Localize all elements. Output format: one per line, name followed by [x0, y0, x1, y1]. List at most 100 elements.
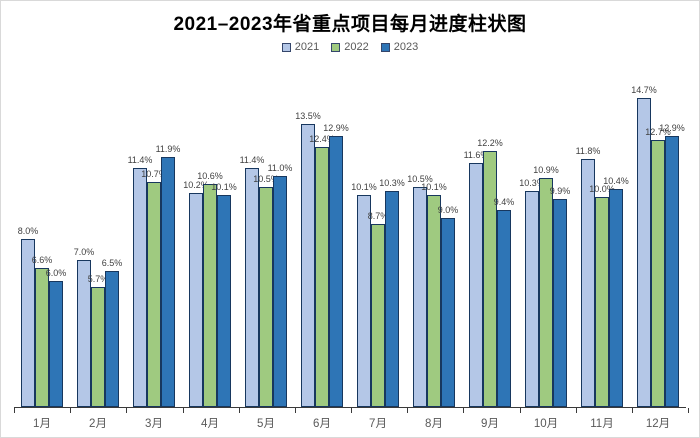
- bar-data-label: 11.6%: [463, 150, 489, 161]
- bar-rect: [371, 224, 385, 407]
- bar-rect: [525, 190, 539, 407]
- x-axis-label: 11月: [590, 418, 614, 430]
- bar-rect: [427, 194, 441, 407]
- plot-area: 8.0% 6.6% 6.0% 1月 7.0% 5.7% 6.5% 2月 11.4% 10.7% 11…: [14, 85, 686, 431]
- bar-rect: [539, 178, 553, 407]
- bar-rect: [609, 188, 623, 407]
- bar-rect: [35, 268, 49, 407]
- x-axis-label: 9月: [481, 418, 499, 430]
- bar-rect: [245, 167, 259, 407]
- x-axis-tick: [519, 408, 521, 413]
- bar-data-label: 10.3%: [519, 177, 545, 188]
- bar-data-label: 12.2%: [477, 137, 503, 148]
- bar-data-label: 10.5%: [253, 173, 279, 184]
- bar-data-label: 11.4%: [127, 154, 153, 165]
- legend-label-2022: 2022: [344, 41, 369, 53]
- bar-data-label: 7.0%: [73, 247, 95, 257]
- bar-rect: [497, 209, 511, 407]
- bar-group-2月: 7.0% 5.7% 6.5% 2月: [70, 87, 126, 430]
- x-axis-tick: [126, 408, 128, 413]
- bar-data-label: 10.2%: [183, 179, 209, 190]
- bar-group-6月: 13.5% 12.4% 12.9% 6月: [294, 87, 350, 431]
- legend-label-2021: 2021: [294, 41, 320, 53]
- bar-data-label: 11.4%: [239, 154, 265, 165]
- bar-rect: [553, 199, 567, 407]
- bar-rect: [49, 281, 63, 407]
- x-axis-tick: [688, 408, 689, 413]
- x-axis-tick: [70, 408, 72, 413]
- x-axis-label: 8月: [425, 418, 443, 430]
- x-axis-label: 12月: [645, 418, 671, 430]
- bar-data-label: 5.7%: [87, 274, 109, 285]
- x-axis-tick: [463, 408, 465, 413]
- x-axis-tick: [294, 408, 296, 413]
- bar-rect: [441, 218, 455, 407]
- bar-rect: [483, 150, 497, 407]
- bar-data-label: 11.8%: [575, 146, 601, 157]
- bar-rect: [301, 123, 315, 407]
- bar-data-label: 6.0%: [45, 268, 67, 278]
- bar-rect: [329, 136, 343, 407]
- legend-swatch-2022: [331, 42, 341, 52]
- bar-rect: [637, 98, 651, 407]
- bar-rect: [315, 146, 329, 407]
- bar-data-label: 10.3%: [379, 177, 405, 188]
- bar-rect: [203, 184, 217, 407]
- bar-rect: [105, 270, 119, 407]
- bar-rect: [189, 192, 203, 407]
- x-axis-tick: [14, 408, 15, 413]
- bar-group-8月: 10.5% 10.1% 9.0% 8月: [406, 87, 462, 431]
- bar-data-label: 8.7%: [367, 211, 389, 222]
- legend-label-2023: 2023: [393, 41, 419, 53]
- bar-rect: [581, 159, 595, 407]
- bar-data-label: 12.7%: [645, 127, 671, 138]
- bar-data-label: 11.9%: [155, 144, 181, 155]
- chart-title: 2021–2023年省重点项目每月进度柱状图: [173, 14, 527, 35]
- bar-data-label: 8.0%: [17, 226, 39, 236]
- x-axis-tick: [407, 408, 409, 413]
- bar-group-7月: 10.1% 8.7% 10.3% 7月: [350, 87, 406, 430]
- x-axis-tick: [575, 408, 577, 413]
- bar-data-label: 6.5%: [101, 257, 123, 268]
- legend-item-2023: 2023: [380, 41, 419, 53]
- x-axis-label: 5月: [257, 418, 275, 430]
- x-axis-label: 3月: [145, 418, 163, 430]
- bar-rect: [413, 186, 427, 407]
- bar-group-4月: 10.2% 10.6% 10.1% 4月: [182, 87, 238, 430]
- bar-rect: [21, 239, 35, 407]
- legend-swatch-2023: [380, 42, 390, 52]
- bar-rect: [91, 287, 105, 407]
- bar-group-12月: 14.7% 12.7% 12.9% 12月: [630, 85, 686, 430]
- bar-data-label: 13.5%: [295, 110, 321, 121]
- bar-group-11月: 11.8% 10.0% 10.4% 11月: [574, 87, 630, 430]
- bar-data-label: 10.0%: [589, 184, 615, 194]
- bar-data-label: 12.9%: [323, 123, 349, 134]
- legend-swatch-2021: [281, 42, 291, 52]
- bar-data-label: 12.9%: [659, 123, 685, 134]
- bar-group-5月: 11.4% 10.5% 11.0% 5月: [238, 87, 294, 430]
- bar-rect: [133, 167, 147, 407]
- bar-group-10月: 10.3% 10.9% 9.9% 10月: [518, 87, 574, 430]
- bar-rect: [77, 260, 91, 407]
- x-axis-label: 6月: [313, 418, 331, 430]
- bar-data-label: 9.9%: [549, 186, 571, 197]
- x-axis-tick: [351, 408, 352, 413]
- x-axis-label: 10月: [533, 418, 559, 430]
- bar-data-label: 6.6%: [31, 255, 53, 266]
- chart-legend: 2021 2022 2023: [1, 41, 699, 53]
- bar-data-label: 14.7%: [631, 85, 657, 96]
- bar-group-9月: 11.6% 12.2% 9.4% 9月: [462, 87, 518, 430]
- bar-data-label: 9.4%: [493, 196, 515, 207]
- x-axis-line: [14, 407, 686, 408]
- bar-rect: [161, 157, 175, 407]
- bar-rect: [385, 190, 399, 407]
- bar-rect: [357, 194, 371, 407]
- bar-data-label: 10.4%: [603, 175, 629, 186]
- bar-rect: [259, 186, 273, 407]
- bar-rect: [651, 140, 665, 407]
- bar-data-label: 10.1%: [351, 181, 377, 192]
- x-axis-tick: [238, 408, 240, 413]
- bar-group-1月: 8.0% 6.6% 6.0% 1月: [14, 87, 70, 430]
- bar-rect: [595, 197, 609, 407]
